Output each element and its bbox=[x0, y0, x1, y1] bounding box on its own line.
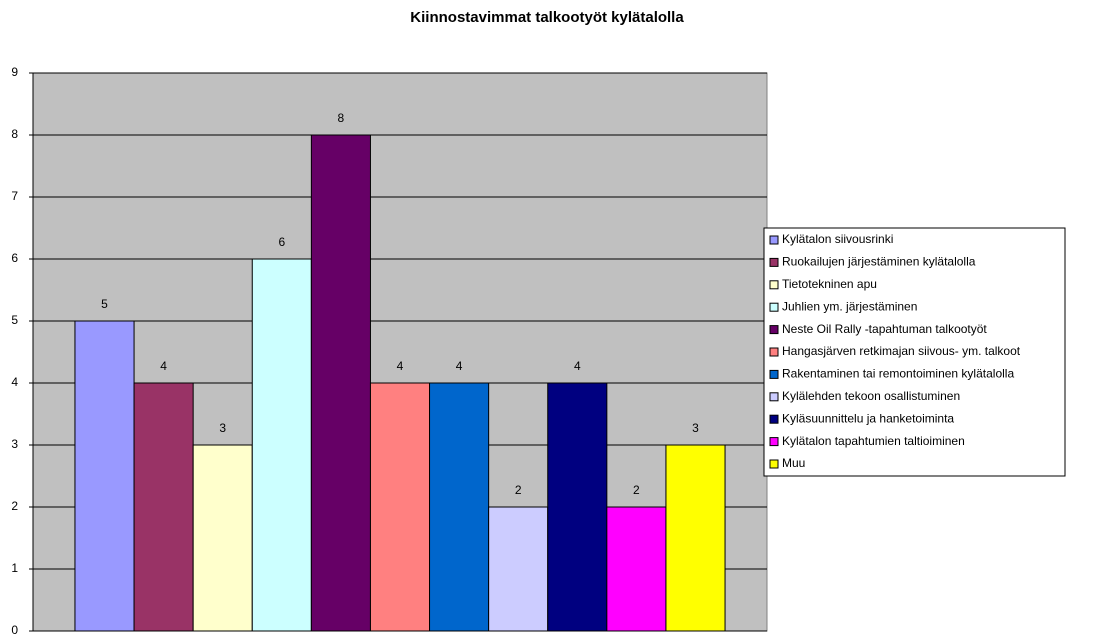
bar bbox=[133, 382, 194, 632]
data-label: 8 bbox=[338, 111, 345, 125]
data-label: 4 bbox=[456, 359, 463, 373]
legend-swatch bbox=[769, 235, 779, 245]
bar bbox=[488, 506, 549, 632]
data-label: 2 bbox=[515, 483, 522, 497]
bar bbox=[74, 320, 135, 632]
legend-label: Hangasjärven retkimajan siivous- ym. tal… bbox=[782, 344, 1021, 358]
data-label: 2 bbox=[633, 483, 640, 497]
y-tick-label: 4 bbox=[11, 375, 18, 389]
bar bbox=[429, 382, 490, 632]
legend-swatch bbox=[769, 459, 779, 469]
legend-label: Neste Oil Rally -tapahtuman talkootyöt bbox=[782, 322, 987, 336]
y-tick-label: 9 bbox=[11, 65, 18, 79]
bar bbox=[665, 444, 726, 632]
bar bbox=[310, 134, 371, 632]
legend-label: Tietotekninen apu bbox=[782, 277, 877, 291]
legend-swatch bbox=[769, 392, 779, 402]
legend-label: Muu bbox=[782, 456, 805, 470]
data-label: 4 bbox=[397, 359, 404, 373]
legend-label: Kyläsuunnittelu ja hanketoiminta bbox=[782, 411, 954, 425]
y-tick-label: 7 bbox=[11, 189, 18, 203]
chart-title: Kiinnostavimmat talkootyöt kylätalolla bbox=[410, 9, 684, 26]
legend-label: Juhlien ym. järjestäminen bbox=[782, 299, 917, 313]
data-label: 4 bbox=[574, 359, 581, 373]
y-tick-label: 2 bbox=[11, 499, 18, 513]
legend-label: Kylälehden tekoon osallistuminen bbox=[782, 389, 960, 403]
data-label: 6 bbox=[278, 235, 285, 249]
legend-swatch bbox=[769, 369, 779, 379]
y-tick-label: 0 bbox=[11, 623, 18, 635]
y-tick-label: 3 bbox=[11, 437, 18, 451]
legend-box bbox=[763, 227, 1066, 477]
y-tick-label: 6 bbox=[11, 251, 18, 265]
legend-swatch bbox=[769, 257, 779, 267]
bar bbox=[192, 444, 253, 632]
legend-label: Ruokailujen järjestäminen kylätalolla bbox=[782, 255, 976, 269]
legend-swatch bbox=[769, 347, 779, 357]
legend-label: Kylätalon siivousrinki bbox=[782, 232, 893, 246]
y-tick-label: 5 bbox=[11, 313, 18, 327]
y-tick-label: 1 bbox=[11, 561, 18, 575]
legend-swatch bbox=[769, 414, 779, 424]
bar bbox=[606, 506, 667, 632]
data-label: 4 bbox=[160, 359, 167, 373]
legend-swatch bbox=[769, 325, 779, 335]
y-tick-label: 8 bbox=[11, 127, 18, 141]
bar bbox=[251, 258, 312, 632]
legend-label: Kylätalon tapahtumien taltioiminen bbox=[782, 434, 965, 448]
data-label: 5 bbox=[101, 297, 108, 311]
data-label: 3 bbox=[692, 421, 699, 435]
legend-swatch bbox=[769, 302, 779, 312]
legend-label: Rakentaminen tai remontoiminen kylätalol… bbox=[782, 367, 1014, 381]
bar bbox=[369, 382, 431, 632]
data-label: 3 bbox=[219, 421, 226, 435]
legend-swatch bbox=[769, 437, 779, 447]
bar bbox=[547, 382, 608, 632]
legend-swatch bbox=[769, 280, 779, 290]
